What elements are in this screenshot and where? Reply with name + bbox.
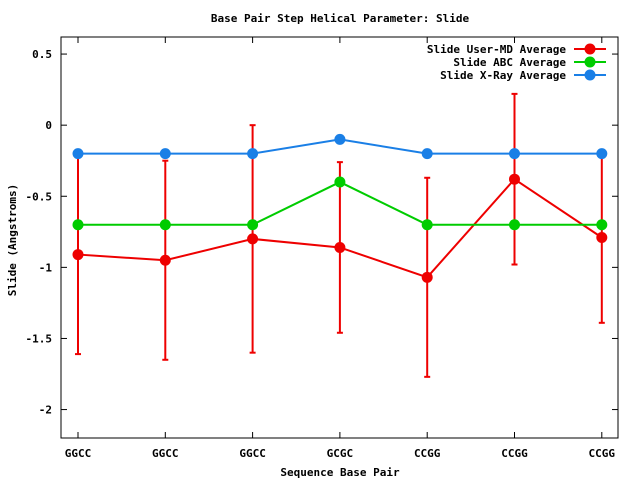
series: [72, 133, 608, 160]
series: [72, 176, 608, 231]
data-point: [421, 148, 433, 160]
x-tick-label: GCGC: [327, 447, 354, 460]
data-point: [334, 133, 346, 145]
data-point: [159, 254, 171, 266]
data-point: [72, 249, 84, 261]
data-point: [596, 232, 608, 243]
y-tick-label: -0.5: [26, 190, 53, 203]
x-axis: GGCC GGCC GGCC GCGC CCGG CCGG CCGG: [65, 37, 616, 460]
data-point: [72, 148, 84, 160]
x-tick-label: GGCC: [152, 447, 179, 460]
data-point: [596, 219, 608, 231]
data-point: [596, 148, 608, 160]
x-axis-label: Sequence Base Pair: [280, 466, 400, 479]
data-point: [247, 148, 259, 160]
data-point: [159, 219, 171, 231]
legend-label: Slide ABC Average: [453, 56, 566, 69]
x-tick-label: CCGG: [501, 447, 528, 460]
y-axis: -2 -1.5 -1 -0.5 0 0.5: [26, 48, 618, 417]
y-axis-label: Slide (Angstroms): [6, 184, 19, 297]
data-point: [247, 233, 259, 245]
data-point: [421, 271, 433, 283]
y-tick-label: 0: [45, 119, 52, 132]
x-tick-label: GGCC: [65, 447, 92, 460]
legend-swatch-marker: [584, 69, 596, 81]
x-tick-label: GGCC: [239, 447, 266, 460]
data-point: [509, 148, 520, 160]
data-point: [509, 219, 520, 231]
y-tick-label: 0.5: [32, 48, 52, 61]
data-point: [159, 148, 171, 160]
y-tick-label: -2: [39, 404, 52, 417]
legend-label: Slide X-Ray Average: [440, 69, 566, 82]
x-tick-label: CCGG: [589, 447, 616, 460]
data-point: [421, 219, 433, 231]
chart-title: Base Pair Step Helical Parameter: Slide: [211, 12, 470, 25]
series: [72, 92, 608, 378]
plot-series: [72, 92, 608, 378]
data-point: [334, 241, 346, 253]
legend-swatch-marker: [584, 43, 596, 55]
data-point: [247, 219, 259, 231]
x-tick-label: CCGG: [414, 447, 441, 460]
y-tick-label: -1.5: [26, 332, 53, 345]
data-point: [509, 173, 520, 185]
legend-swatch-marker: [584, 56, 596, 68]
data-point: [72, 219, 84, 231]
data-point: [334, 176, 346, 188]
legend-label: Slide User-MD Average: [427, 43, 566, 56]
y-tick-label: -1: [39, 261, 53, 274]
